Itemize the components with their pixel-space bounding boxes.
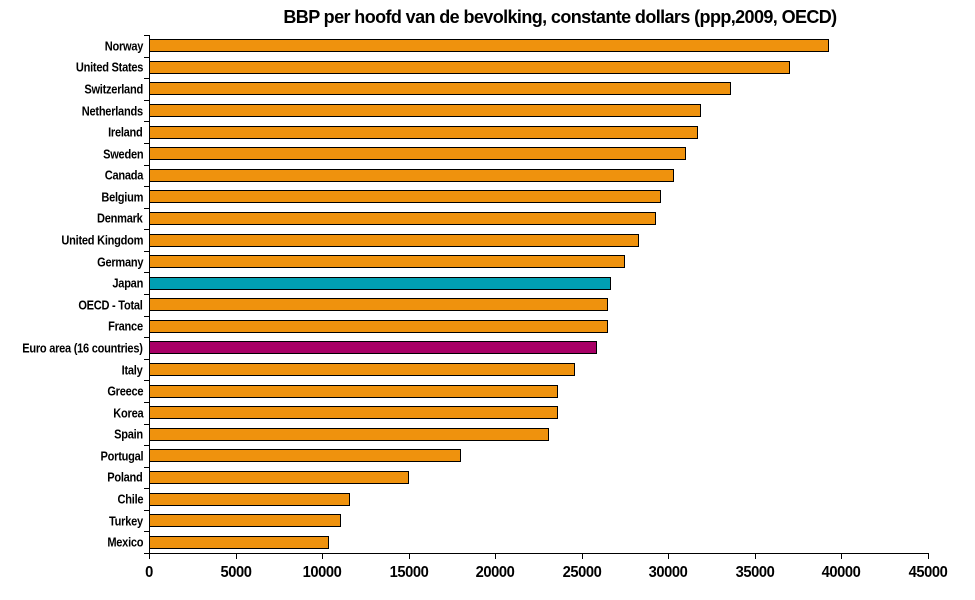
bar-netherlands xyxy=(149,104,702,118)
x-axis-tick-label: 35000 xyxy=(735,564,775,581)
category-label: Spain xyxy=(114,426,143,442)
y-axis-tick xyxy=(144,229,149,231)
bar-mexico xyxy=(149,535,330,549)
category-label: Norway xyxy=(104,38,144,54)
y-axis-tick xyxy=(144,315,149,317)
category-label: Portugal xyxy=(100,448,143,464)
bar-belgium xyxy=(149,190,662,204)
x-axis-tick-label: 25000 xyxy=(562,564,602,581)
category-label: Sweden xyxy=(102,146,143,162)
x-axis-tick-label: 45000 xyxy=(908,564,948,581)
bar-oecd-total xyxy=(149,298,608,312)
y-axis-tick xyxy=(144,488,149,490)
y-axis-tick xyxy=(144,358,149,360)
x-axis-tick xyxy=(322,553,324,559)
bar-italy xyxy=(149,363,575,377)
category-label: France xyxy=(108,318,143,334)
bar-chile xyxy=(149,492,350,506)
bar-greece xyxy=(149,384,558,398)
bar-euro-area-16-countries xyxy=(149,341,598,355)
bar-spain xyxy=(149,427,549,441)
category-label: Chile xyxy=(117,491,143,507)
y-axis-tick xyxy=(144,99,149,101)
y-axis-tick xyxy=(144,401,149,403)
x-axis-tick xyxy=(841,553,843,559)
category-label: Belgium xyxy=(101,189,143,205)
bar-poland xyxy=(149,470,409,484)
x-axis-tick-label: 5000 xyxy=(220,564,251,581)
category-label: Poland xyxy=(107,469,144,485)
bar-portugal xyxy=(149,449,461,463)
category-label: Netherlands xyxy=(81,103,143,119)
x-axis-tick-label: 10000 xyxy=(302,564,342,581)
x-axis-tick-label: 30000 xyxy=(649,564,688,581)
y-axis-tick xyxy=(144,553,149,554)
y-axis-tick xyxy=(144,56,149,58)
y-axis-tick xyxy=(144,466,149,468)
x-axis-tick xyxy=(754,553,756,559)
y-axis-tick xyxy=(144,78,149,80)
y-axis-tick xyxy=(144,445,149,447)
y-axis-line xyxy=(149,35,150,553)
x-axis-tick-label: 15000 xyxy=(389,564,428,581)
y-axis-tick xyxy=(144,164,149,166)
y-axis-tick xyxy=(144,207,149,209)
bar-denmark xyxy=(149,211,657,225)
y-axis-tick xyxy=(144,423,149,425)
chart-title: BBP per hoofd van de bevolking, constant… xyxy=(283,7,837,27)
x-axis-tick xyxy=(928,553,929,559)
plot-area: Norway United States Switzerland Netherland… xyxy=(23,35,948,581)
bar-sweden xyxy=(149,147,686,161)
category-label: Canada xyxy=(104,167,144,183)
x-axis-tick xyxy=(495,553,497,559)
category-label: Korea xyxy=(112,405,143,421)
y-axis-tick xyxy=(144,121,149,123)
y-axis-tick xyxy=(144,35,149,36)
y-axis-tick xyxy=(144,531,149,533)
x-axis-line xyxy=(149,553,929,554)
y-axis-tick xyxy=(144,337,149,339)
y-axis-tick xyxy=(144,250,149,252)
bar-turkey xyxy=(149,514,342,528)
category-label: Italy xyxy=(122,362,143,378)
y-axis-tick xyxy=(144,142,149,144)
category-label: United States xyxy=(75,59,144,75)
category-label: Germany xyxy=(96,254,143,270)
bar-canada xyxy=(149,168,674,182)
bar-united-kingdom xyxy=(149,233,639,247)
bar-norway xyxy=(149,39,830,53)
y-axis-tick xyxy=(144,272,149,274)
x-axis-tick xyxy=(581,553,583,559)
bar-ireland xyxy=(149,125,698,139)
x-axis-tick-label: 0 xyxy=(145,564,153,581)
bar-korea xyxy=(149,406,558,420)
category-label: Switzerland xyxy=(84,81,143,97)
y-axis-tick xyxy=(144,294,149,295)
x-axis-tick xyxy=(408,553,410,559)
category-label: Euro area (16 countries) xyxy=(22,340,144,356)
x-axis-tick-label: 40000 xyxy=(822,564,861,581)
category-label: Turkey xyxy=(109,513,143,529)
x-axis-tick-label: 20000 xyxy=(475,564,515,581)
bar-united-states xyxy=(149,60,790,74)
y-axis-tick xyxy=(144,380,149,382)
bar-germany xyxy=(149,255,626,269)
category-label: Greece xyxy=(107,383,143,399)
x-axis-tick xyxy=(149,553,150,559)
bar-japan xyxy=(149,276,612,290)
category-label: Mexico xyxy=(107,534,143,550)
category-label: United Kingdom xyxy=(61,232,143,248)
category-label: Ireland xyxy=(108,124,144,140)
category-label: Denmark xyxy=(97,210,143,226)
x-axis-tick xyxy=(235,553,237,559)
y-axis-tick xyxy=(144,186,149,188)
bar-switzerland xyxy=(149,82,731,96)
bar-france xyxy=(149,319,608,333)
x-axis-tick xyxy=(668,553,670,559)
y-axis-tick xyxy=(144,509,149,511)
category-label: OECD - Total xyxy=(78,297,144,313)
category-label: Japan xyxy=(112,275,143,291)
